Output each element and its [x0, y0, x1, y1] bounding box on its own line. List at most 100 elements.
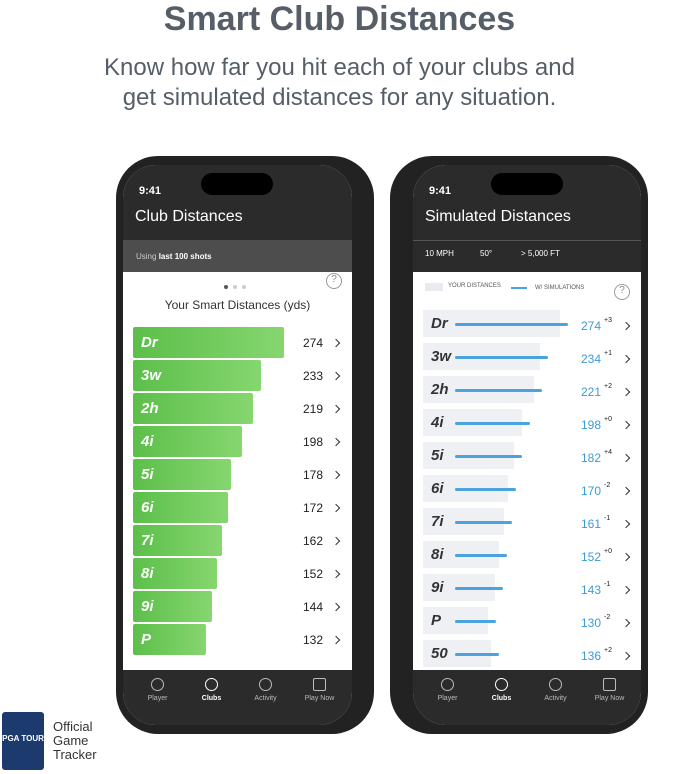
club-name: P: [141, 631, 152, 648]
chevron: [621, 651, 631, 661]
club-name: 2h: [431, 381, 449, 398]
chevron: [621, 585, 631, 595]
club-name: 9i: [141, 598, 154, 615]
distance-value: 274: [302, 336, 323, 350]
tab-label[interactable]: Player: [437, 695, 458, 702]
logo: PGA TOUR: [2, 712, 44, 770]
chevron: [331, 404, 341, 414]
tab-label[interactable]: Player: [147, 695, 168, 702]
tab-label[interactable]: Activity: [254, 695, 277, 702]
club-name: 3w: [141, 367, 162, 384]
subtitle: Know how far you hit each of your clubs …: [104, 54, 575, 81]
chevron: [621, 354, 631, 364]
tab-icon: [549, 678, 562, 691]
club-name: 50: [431, 645, 448, 662]
footer-text: Official Game Tracker: [53, 720, 97, 762]
tab-icon: [151, 678, 164, 691]
club-name: 6i: [141, 499, 154, 516]
distance-value: 178: [302, 468, 323, 482]
footer-line: Game: [53, 733, 89, 748]
using-value: last 100 shots: [158, 252, 212, 261]
title: Smart Club Distances: [163, 0, 516, 38]
footer-line: Official: [53, 719, 93, 734]
filter-chip[interactable]: 50°: [480, 249, 493, 258]
legend-label: W/ SIMULATIONS: [535, 285, 585, 291]
tab-icon: [603, 678, 616, 691]
simulated-line: [455, 488, 516, 491]
club-name: 6i: [431, 480, 444, 497]
help-button[interactable]: ?: [614, 284, 630, 300]
distance-bar: [133, 558, 217, 589]
distance-value: 162: [302, 534, 323, 548]
simulated-line: [455, 455, 522, 458]
delta-value: +3: [604, 317, 612, 324]
distance-bar: [133, 393, 254, 424]
tab-icon: [495, 678, 508, 691]
island: [491, 173, 563, 195]
chevron: [331, 602, 341, 612]
distance-bar: [133, 591, 213, 622]
club-name: 5i: [431, 447, 444, 464]
chevron: [621, 552, 631, 562]
simulated-line: [455, 587, 503, 590]
tab-icon: [441, 678, 454, 691]
distance-value: 172: [302, 501, 323, 515]
delta-value: -2: [604, 614, 611, 621]
filter-chip[interactable]: 10 MPH: [425, 249, 454, 258]
chevron: [621, 453, 631, 463]
simulated-line: [455, 389, 542, 392]
club-name: Dr: [141, 334, 158, 351]
tab-label[interactable]: Play Now: [594, 695, 625, 702]
filter-chip[interactable]: > 5,000 FT: [521, 249, 560, 258]
club-name: 7i: [141, 532, 154, 549]
distance-value: 170: [580, 484, 601, 498]
tab-label[interactable]: Clubs: [491, 695, 512, 702]
chevron: [621, 387, 631, 397]
help-button[interactable]: ?: [326, 273, 342, 289]
delta-value: +2: [604, 383, 612, 390]
club-name: 5i: [141, 466, 154, 483]
club-name: 2h: [141, 400, 159, 417]
simulated-line: [455, 653, 499, 656]
club-name: 9i: [431, 579, 444, 596]
phone-screen: 9:41 Simulated Distances YOUR DISTANCES …: [413, 165, 641, 725]
delta-value: +2: [604, 647, 612, 654]
tab-icon: [313, 678, 326, 691]
club-name: Dr: [431, 315, 448, 332]
screen-title[interactable]: Club Distances: [135, 208, 243, 225]
status-time: 9:41: [139, 185, 162, 197]
club-name: P: [431, 612, 442, 629]
distance-value: 219: [302, 402, 323, 416]
distance-value: 152: [580, 550, 601, 564]
distance-bar: [133, 426, 242, 457]
simulated-line: [455, 554, 507, 557]
filter-bar: [123, 240, 352, 272]
chevron: [621, 420, 631, 430]
chevron: [331, 503, 341, 513]
simulated-line: [455, 422, 530, 425]
distance-value: 221: [580, 385, 601, 399]
simulated-line: [455, 521, 512, 524]
distance-value: 136: [580, 649, 601, 663]
using-label[interactable]: Using last 100 shots: [136, 252, 212, 261]
footer-line: Tracker: [53, 747, 97, 762]
distance-value: 144: [302, 600, 323, 614]
tab-icon: [205, 678, 218, 691]
pager-dot: [224, 285, 228, 289]
club-name: 8i: [431, 546, 444, 563]
club-name: 4i: [431, 414, 444, 431]
chevron: [331, 635, 341, 645]
tab-icon: [259, 678, 272, 691]
pager-dot: [233, 285, 237, 289]
screen-title[interactable]: Simulated Distances: [425, 208, 571, 225]
tab-label[interactable]: Clubs: [201, 695, 222, 702]
simulated-line: [455, 323, 568, 326]
legend-line: [511, 287, 527, 289]
chevron: [331, 437, 341, 447]
tab-label[interactable]: Activity: [544, 695, 567, 702]
tab-label[interactable]: Play Now: [304, 695, 335, 702]
distance-value: 198: [302, 435, 323, 449]
phone-screen: 9:41 Club Distances Using last 100 shots…: [123, 165, 352, 725]
club-name: 4i: [141, 433, 154, 450]
